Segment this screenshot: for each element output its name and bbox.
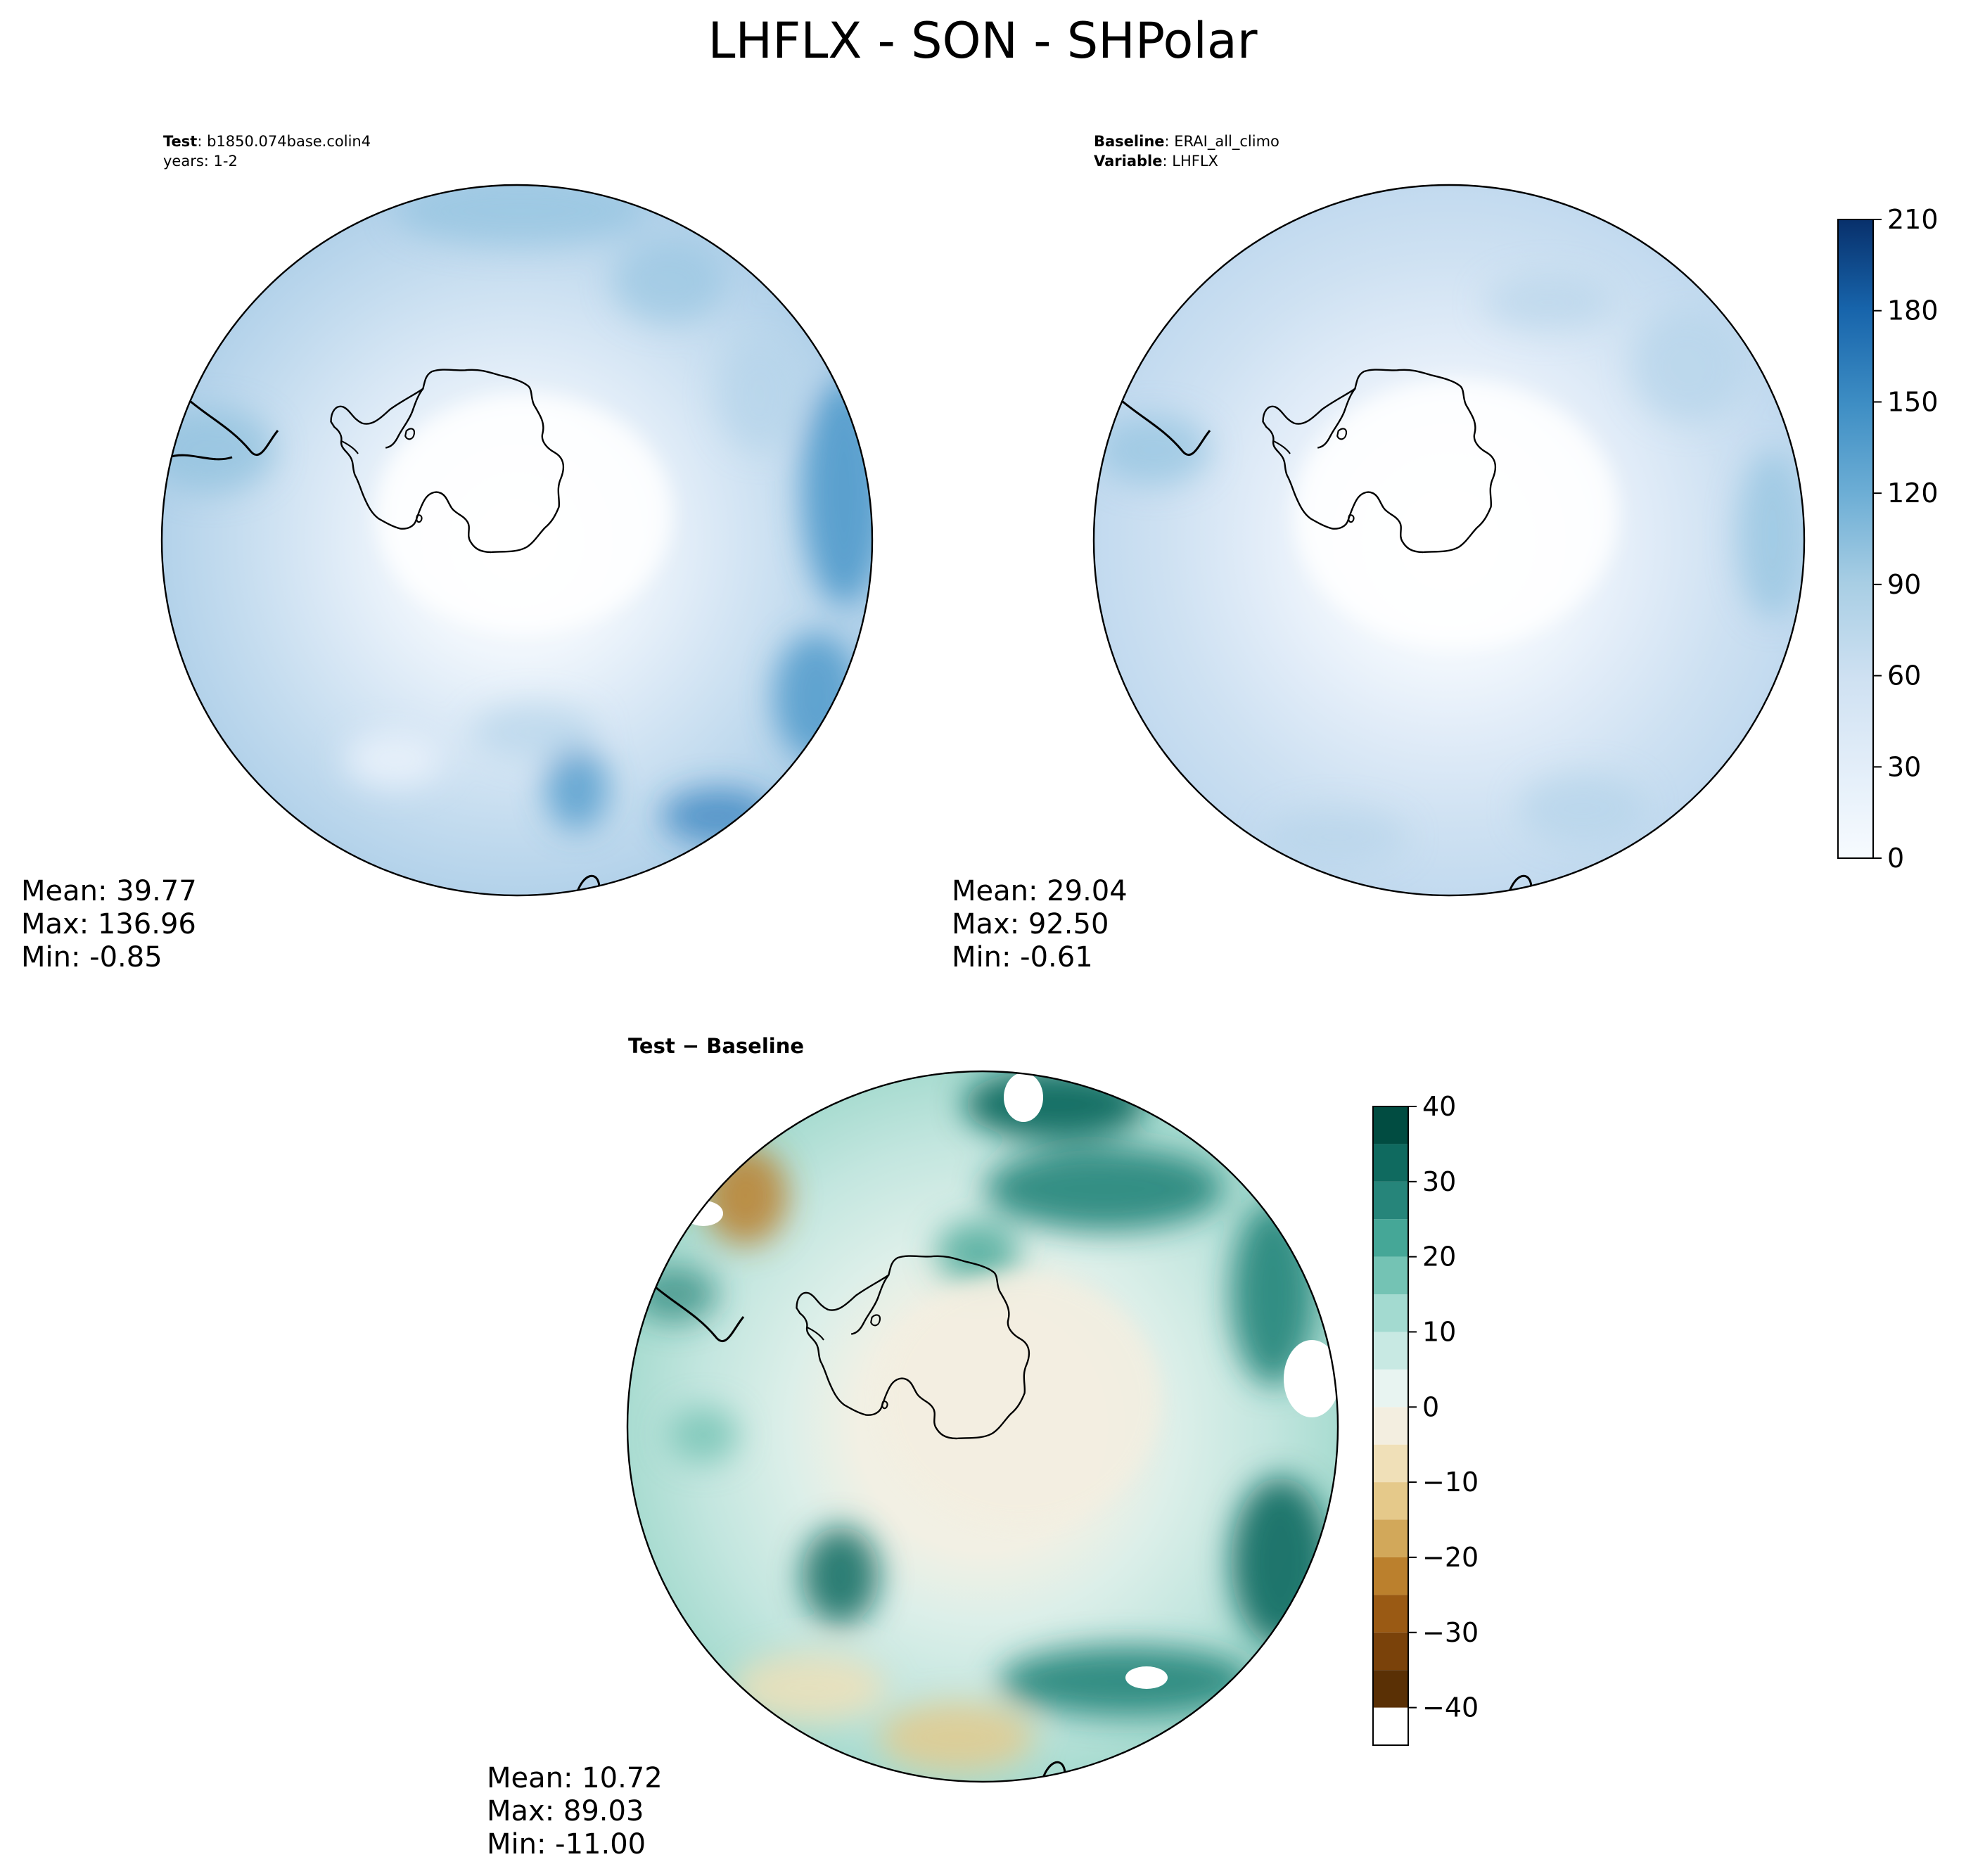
variable-label: Variable: LHFLX [1094,153,1218,170]
brbg-colorbar-band [1373,1632,1408,1671]
brbg-colorbar-band [1373,1219,1408,1257]
brbg-colorbar-band [1373,1519,1408,1557]
brbg-colorbar-band [1373,1144,1408,1182]
brbg-colorbar-band [1373,1256,1408,1295]
test-sub-label: years: 1-2 [163,153,238,170]
diff-panel: Test − Baseline [487,1034,1339,1861]
baseline-panel: Baseline: ERAI_all_climo Variable: LHFLX… [952,133,1806,974]
baseline-mean: Mean: 29.04 [952,875,1128,907]
brbg-colorbar-band [1373,1444,1408,1483]
brbg-colorbar-tick-label: −20 [1422,1542,1479,1573]
diff-max: Max: 89.03 [487,1795,644,1827]
test-max: Max: 136.96 [21,908,196,940]
baseline-label: Baseline: ERAI_all_climo [1094,133,1279,151]
brbg-colorbar: −40 −30 −20 −10 0 10 20 30 40 [1372,1091,1479,1746]
baseline-min: Min: -0.61 [952,941,1093,974]
test-min: Min: -0.85 [21,941,162,974]
blues-colorbar: 0 30 60 90 120 150 180 210 [1837,204,1939,874]
test-map [162,185,872,895]
brbg-colorbar-band [1373,1557,1408,1595]
brbg-colorbar-tick-label: 0 [1422,1391,1439,1422]
baseline-max: Max: 92.50 [952,908,1109,940]
brbg-colorbar-band [1373,1407,1408,1445]
brbg-colorbar-band [1373,1670,1408,1708]
test-label: Test: b1850.074base.colin4 [163,133,371,150]
brbg-colorbar-tick-label: 20 [1422,1242,1456,1272]
brbg-colorbar-bands [1373,1106,1408,1708]
diff-title: Test − Baseline [628,1034,804,1058]
diff-mean: Mean: 10.72 [487,1762,663,1794]
blues-colorbar-ticks: 0 30 60 90 120 150 180 210 [1873,204,1939,874]
brbg-colorbar-band [1373,1294,1408,1332]
blues-colorbar-tick-label: 180 [1887,295,1939,326]
brbg-colorbar-band [1373,1595,1408,1633]
blues-colorbar-tick-label: 0 [1887,843,1904,874]
baseline-map-border [1092,184,1806,897]
diff-map-border [626,1070,1339,1783]
test-panel: Test: b1850.074base.colin4 years: 1-2 [21,133,874,974]
brbg-colorbar-band [1373,1369,1408,1408]
figure-title: LHFLX - SON - SHPolar [708,12,1257,70]
diff-map [627,1071,1338,1782]
test-mean: Mean: 39.77 [21,875,197,907]
blues-colorbar-tick-label: 210 [1887,204,1939,235]
brbg-colorbar-tick-label: −10 [1422,1467,1479,1498]
blues-colorbar-tick-label: 120 [1887,478,1939,509]
blues-colorbar-tick-label: 60 [1887,661,1921,691]
brbg-colorbar-tick-label: −30 [1422,1617,1479,1648]
brbg-colorbar-tick-label: 30 [1422,1166,1456,1197]
blues-colorbar-tick-label: 90 [1887,569,1921,600]
brbg-colorbar-tick-label: −40 [1422,1692,1479,1723]
baseline-map [1094,185,1804,895]
brbg-colorbar-band [1373,1181,1408,1220]
brbg-colorbar-tick-label: 10 [1422,1316,1456,1347]
diff-min: Min: -11.00 [487,1828,646,1861]
brbg-colorbar-ticks: −40 −30 −20 −10 0 10 20 30 40 [1408,1091,1479,1723]
blues-colorbar-tick-label: 150 [1887,386,1939,417]
brbg-colorbar-band [1373,1106,1408,1144]
brbg-colorbar-band [1373,1482,1408,1520]
blues-colorbar-tick-label: 30 [1887,751,1921,782]
brbg-colorbar-tick-label: 40 [1422,1091,1456,1122]
test-map-border [160,184,874,897]
brbg-colorbar-band [1373,1332,1408,1370]
